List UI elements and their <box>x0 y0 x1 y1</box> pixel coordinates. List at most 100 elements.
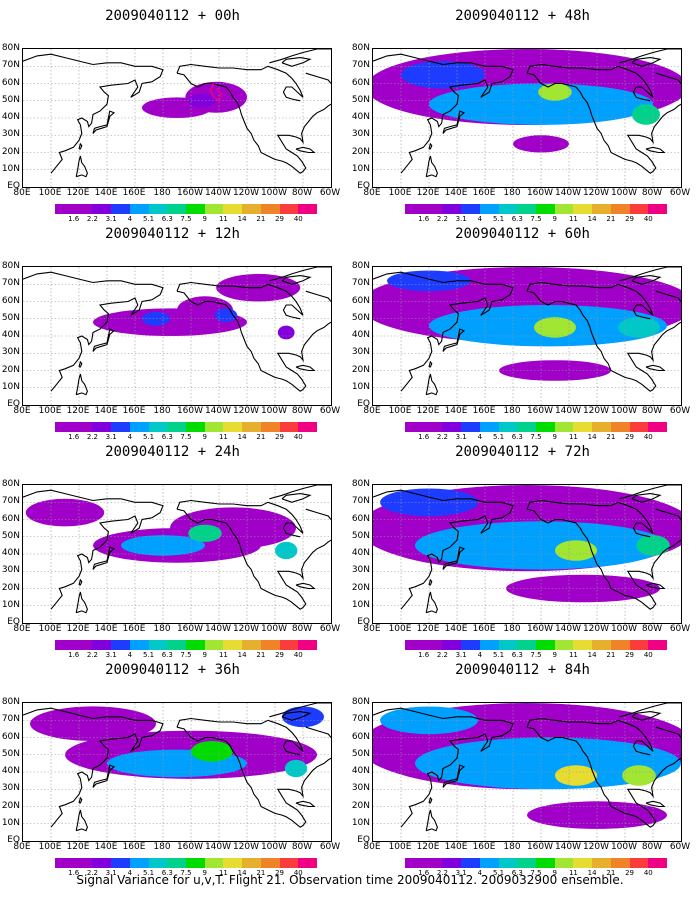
colorbar-label: 6.3 <box>161 651 173 659</box>
coastline <box>75 373 88 396</box>
lat-tick-label: 50N <box>1 312 20 323</box>
lon-tick-label: 120E <box>416 624 440 634</box>
colorbar-label: 4 <box>127 433 133 441</box>
colorbar-swatch <box>111 204 130 214</box>
variance-contour <box>30 706 156 741</box>
colorbar-label: 7.5 <box>530 215 542 223</box>
colorbar-swatch <box>55 422 74 432</box>
coastline <box>23 53 164 174</box>
colorbar-swatch <box>148 204 168 214</box>
coastline <box>428 796 433 804</box>
colorbar-swatch <box>298 640 318 650</box>
lon-tick-label: 80W <box>641 406 663 416</box>
coastline <box>619 49 681 64</box>
colorbar-swatch <box>573 858 593 868</box>
coastline <box>619 485 681 500</box>
colorbar-label: 5.1 <box>492 651 505 659</box>
colorbar-swatch <box>92 640 112 650</box>
panel-title: 2009040112 + 84h <box>455 662 590 678</box>
coastline <box>526 281 654 320</box>
colorbar-label: 21 <box>606 215 616 223</box>
lat-tick-label: 20N <box>1 582 20 593</box>
lon-tick-label: 140E <box>94 188 118 198</box>
lon-tick-label: 120W <box>582 624 610 634</box>
colorbar-swatch <box>129 204 149 214</box>
colorbar-label: 21 <box>256 433 266 441</box>
colorbar-swatch <box>423 204 443 214</box>
lon-tick-label: 80E <box>13 624 31 634</box>
colorbar-labels: 1.6 2.2 3.1 4 5.1 6.3 7.5 9 11 14 21 29 40 <box>55 215 317 225</box>
colorbar-label: 4 <box>477 651 483 659</box>
colorbar-swatch <box>554 204 574 214</box>
coastline <box>305 290 331 302</box>
variance-contour <box>275 541 298 560</box>
lon-tick-label: 120W <box>582 842 610 852</box>
colorbar-swatch <box>573 640 593 650</box>
colorbar-label: 1.6 <box>68 869 80 877</box>
coastline <box>269 267 331 282</box>
lat-tick-label: 10N <box>351 381 370 392</box>
colorbar-label: 1.6 <box>418 651 430 659</box>
coastline <box>78 578 83 586</box>
lon-tick-label: 160W <box>176 406 204 416</box>
coastline <box>92 110 116 134</box>
lon-tick-label: 140E <box>94 842 118 852</box>
coastline <box>295 146 316 154</box>
colorbar-label: 29 <box>275 215 285 223</box>
variance-contour <box>555 540 597 561</box>
colorbar-label: 29 <box>275 651 285 659</box>
map-plot-area <box>22 266 332 406</box>
lon-tick-label: 160W <box>526 624 554 634</box>
colorbar-label: 5.1 <box>142 651 155 659</box>
colorbar-label: 9 <box>552 869 557 877</box>
lon-tick-label: 180 <box>153 188 171 198</box>
coastline <box>75 155 88 178</box>
colorbar-label: 29 <box>625 869 635 877</box>
colorbar-label: 6.3 <box>161 215 173 223</box>
map-svg <box>373 703 681 841</box>
colorbar-labels: 1.6 2.2 3.1 4 5.1 6.3 7.5 9 11 14 21 29 40 <box>55 869 317 879</box>
lon-tick-label: 100W <box>610 406 638 416</box>
colorbar-label: 9 <box>552 215 557 223</box>
colorbar-swatch <box>92 858 112 868</box>
lat-tick-label: 70N <box>1 496 20 507</box>
colorbar-label: 5.1 <box>142 869 155 877</box>
lon-tick-label: 180 <box>503 842 521 852</box>
lon-tick-label: 80E <box>363 406 381 416</box>
coastline <box>75 809 88 832</box>
colorbar-label: 1.6 <box>418 433 430 441</box>
lat-tick-label: 10N <box>1 381 20 392</box>
colorbar-swatch <box>629 858 649 868</box>
colorbar-swatch <box>204 640 224 650</box>
colorbar-swatch <box>223 640 243 650</box>
lon-tick-label: 80W <box>291 842 313 852</box>
colorbar-swatch <box>536 858 555 868</box>
colorbar-label: 21 <box>606 651 616 659</box>
colorbar-swatch <box>260 858 280 868</box>
colorbar-label: 3.1 <box>105 215 117 223</box>
colorbar-label: 7.5 <box>530 651 542 659</box>
variance-contour <box>284 759 308 778</box>
colorbar-swatch <box>405 204 424 214</box>
colorbar-label: 11 <box>568 651 578 659</box>
map-panel: 2009040112 + 00h 80N 70N 60N 50N 40N 30N 20N 10N… <box>0 8 345 226</box>
lat-tick-label: 50N <box>351 94 370 105</box>
lat-tick-label: 30N <box>1 347 20 358</box>
coastline <box>176 499 304 538</box>
map-svg <box>373 49 681 187</box>
lat-tick-label: EQ <box>7 399 20 409</box>
lon-tick-label: 160E <box>472 624 496 634</box>
map-svg <box>23 49 331 187</box>
lon-tick-label: 140E <box>444 624 468 634</box>
colorbar-swatch <box>129 422 149 432</box>
coastline <box>619 267 681 282</box>
lat-tick-label: EQ <box>357 835 370 845</box>
colorbar-swatch <box>242 858 261 868</box>
colorbar-label: 14 <box>237 651 247 659</box>
flight-track <box>209 83 223 102</box>
lon-tick-label: 100E <box>38 624 62 634</box>
colorbar-swatch <box>517 204 537 214</box>
colorbar-swatch <box>55 858 74 868</box>
lat-tick-label: 10N <box>1 163 20 174</box>
lon-tick-label: 120E <box>416 842 440 852</box>
